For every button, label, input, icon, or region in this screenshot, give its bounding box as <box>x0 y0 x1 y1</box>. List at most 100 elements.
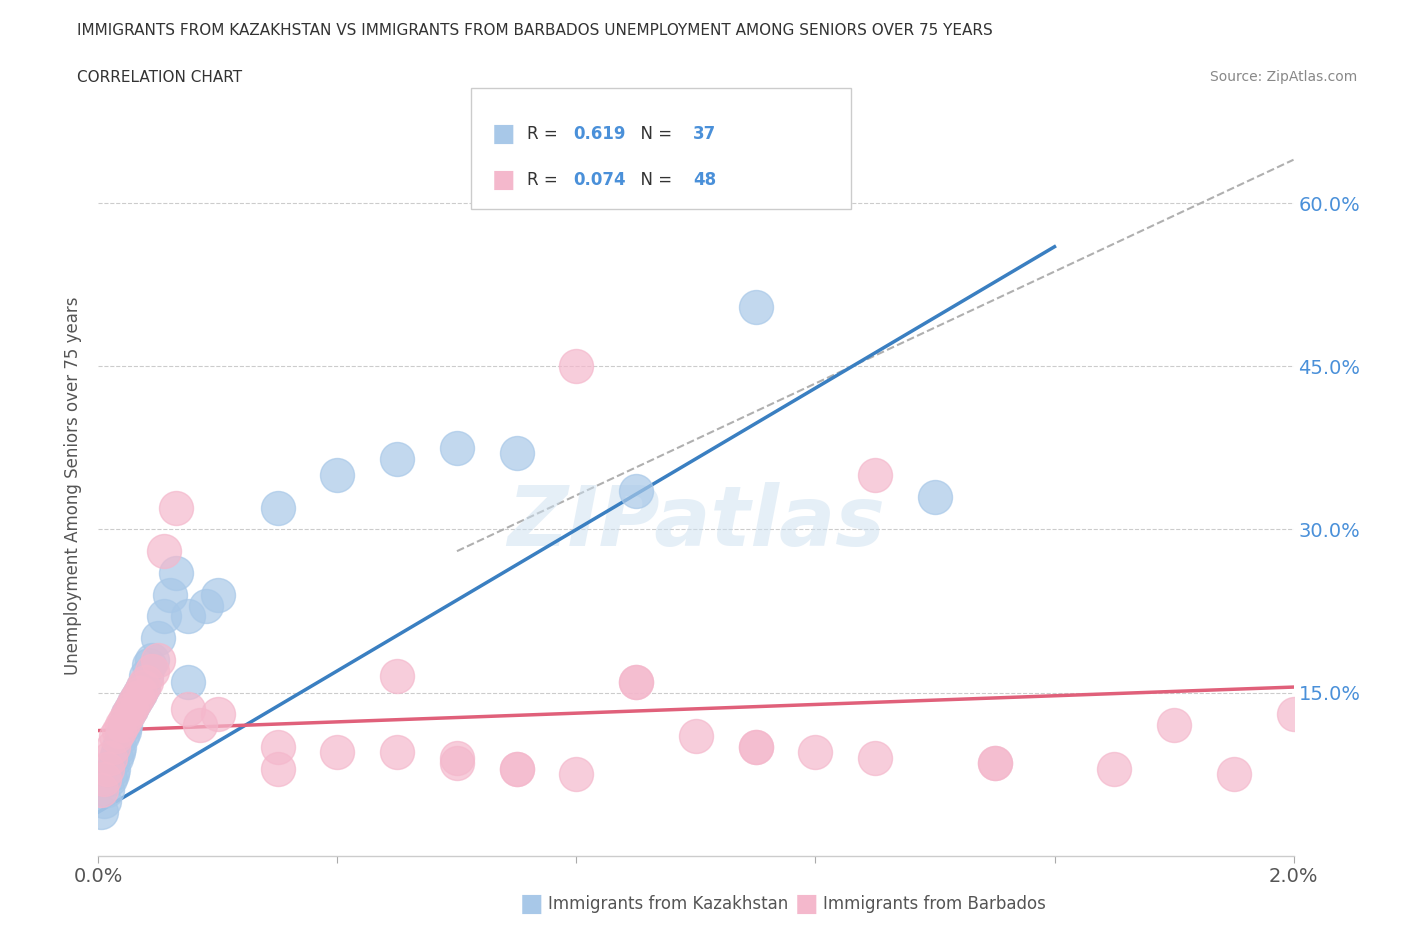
Point <box>124 696 146 711</box>
Point <box>148 631 170 645</box>
Point <box>132 680 155 695</box>
Point <box>105 728 128 743</box>
Point <box>267 761 290 776</box>
Point <box>159 587 181 602</box>
Point <box>96 783 118 798</box>
Point <box>626 484 648 498</box>
Point <box>1282 707 1305 722</box>
Point <box>385 669 409 684</box>
Point <box>865 751 887 765</box>
Point <box>195 598 218 613</box>
Text: CORRELATION CHART: CORRELATION CHART <box>77 70 242 85</box>
Point <box>446 756 468 771</box>
Point <box>1223 766 1246 781</box>
Point <box>141 663 163 678</box>
Point <box>385 451 409 466</box>
Text: Immigrants from Kazakhstan: Immigrants from Kazakhstan <box>548 895 789 913</box>
Point <box>108 739 131 754</box>
Text: Immigrants from Barbados: Immigrants from Barbados <box>823 895 1046 913</box>
Point <box>93 794 115 809</box>
Text: R =: R = <box>527 125 564 143</box>
Text: ■: ■ <box>492 122 516 146</box>
Point <box>626 674 648 689</box>
Point <box>90 783 112 798</box>
Point <box>506 761 529 776</box>
Point <box>107 745 129 760</box>
Point <box>90 804 112 819</box>
Point <box>117 707 139 722</box>
Point <box>117 707 139 722</box>
Point <box>111 718 134 733</box>
Point <box>207 587 229 602</box>
Point <box>129 685 152 700</box>
Point <box>120 701 142 716</box>
Y-axis label: Unemployment Among Seniors over 75 years: Unemployment Among Seniors over 75 years <box>65 297 83 675</box>
Point <box>135 669 157 684</box>
Text: IMMIGRANTS FROM KAZAKHSTAN VS IMMIGRANTS FROM BARBADOS UNEMPLOYMENT AMONG SENIOR: IMMIGRANTS FROM KAZAKHSTAN VS IMMIGRANTS… <box>77 23 993 38</box>
Point <box>98 772 122 787</box>
Text: 0.619: 0.619 <box>574 125 626 143</box>
Point <box>984 756 1007 771</box>
Point <box>108 724 131 738</box>
Point <box>446 751 468 765</box>
Point <box>924 489 946 504</box>
Text: ZIPatlas: ZIPatlas <box>508 483 884 564</box>
Text: Source: ZipAtlas.com: Source: ZipAtlas.com <box>1209 70 1357 84</box>
Point <box>165 500 187 515</box>
Point <box>506 445 529 460</box>
Point <box>745 739 768 754</box>
Point <box>103 739 125 754</box>
Text: 37: 37 <box>693 125 717 143</box>
Point <box>626 674 648 689</box>
Point <box>132 680 155 695</box>
Point <box>984 756 1007 771</box>
Point <box>565 359 588 374</box>
Text: 0.074: 0.074 <box>574 171 626 190</box>
Point <box>141 653 163 668</box>
Point <box>105 751 128 765</box>
Point <box>177 609 200 624</box>
Point <box>148 653 170 668</box>
Point <box>385 745 409 760</box>
Point <box>120 701 142 716</box>
Point <box>129 685 152 700</box>
Point <box>111 728 134 743</box>
Point <box>114 718 136 733</box>
Point <box>804 745 827 760</box>
Point <box>1104 761 1126 776</box>
Text: ■: ■ <box>520 892 544 916</box>
Point <box>1163 718 1185 733</box>
Point <box>165 565 187 580</box>
Text: 48: 48 <box>693 171 716 190</box>
Point <box>267 500 290 515</box>
Point <box>103 761 125 776</box>
Text: R =: R = <box>527 171 564 190</box>
Point <box>446 441 468 456</box>
Text: ■: ■ <box>794 892 818 916</box>
Text: ■: ■ <box>492 168 516 193</box>
Point <box>326 468 349 483</box>
Point <box>96 761 118 776</box>
Point <box>100 766 122 781</box>
Point <box>138 658 160 672</box>
Point <box>565 766 588 781</box>
Point <box>745 739 768 754</box>
Point <box>177 674 200 689</box>
Point <box>865 468 887 483</box>
Point <box>112 724 135 738</box>
Point <box>326 745 349 760</box>
Point <box>135 674 157 689</box>
Point <box>207 707 229 722</box>
Point <box>506 761 529 776</box>
Point <box>267 739 290 754</box>
Point <box>127 690 149 705</box>
Point <box>745 299 768 314</box>
Point <box>127 690 149 705</box>
Point <box>153 544 176 559</box>
Point <box>98 751 122 765</box>
Point <box>188 718 211 733</box>
Point <box>124 696 146 711</box>
Point <box>685 728 707 743</box>
Point <box>177 701 200 716</box>
Point <box>114 712 136 727</box>
